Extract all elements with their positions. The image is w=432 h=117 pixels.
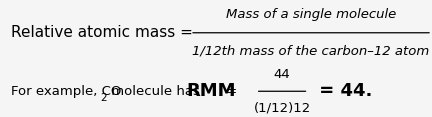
Text: 44: 44 [274, 68, 290, 81]
Text: 2: 2 [101, 93, 107, 103]
Text: =: = [222, 85, 241, 98]
Text: RMM: RMM [186, 82, 236, 100]
Text: molecule has: molecule has [107, 85, 204, 98]
Text: = 44.: = 44. [313, 82, 372, 100]
Text: (1/12)12: (1/12)12 [254, 101, 311, 114]
Text: Mass of a single molecule: Mass of a single molecule [226, 7, 396, 21]
Text: Relative atomic mass =: Relative atomic mass = [11, 25, 197, 40]
Text: For example, CO: For example, CO [11, 85, 121, 98]
Text: 1/12th mass of the carbon–12 atom: 1/12th mass of the carbon–12 atom [192, 45, 430, 58]
